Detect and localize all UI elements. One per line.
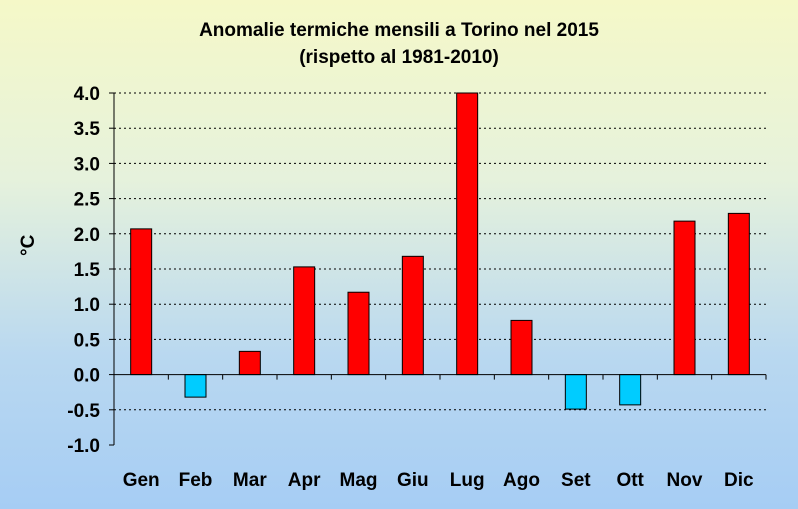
bar-set xyxy=(564,374,587,410)
y-tick-label: -1.0 xyxy=(67,436,100,457)
y-tick-label: 2.0 xyxy=(74,225,100,246)
y-tick-label: 0.5 xyxy=(74,330,101,351)
x-tick-label: Mag xyxy=(340,470,378,491)
x-tick-label: Apr xyxy=(288,470,321,491)
y-tick-label: 2.5 xyxy=(74,190,101,211)
x-tick-label: Gen xyxy=(123,470,160,491)
chart-subtitle: (rispetto al 1981-2010) xyxy=(299,47,499,68)
bar-apr xyxy=(293,266,316,376)
y-tick-label: 4.0 xyxy=(74,84,100,105)
x-tick-label: Set xyxy=(561,470,591,491)
bar-ago xyxy=(510,319,533,376)
bar-ott xyxy=(619,374,642,406)
y-tick-label: 0.0 xyxy=(74,366,100,387)
x-tick-label: Giu xyxy=(397,470,429,491)
x-tick-label: Lug xyxy=(450,470,485,491)
bar-dic xyxy=(727,212,750,376)
x-tick-label: Dic xyxy=(724,470,754,491)
bar-mag xyxy=(347,291,370,376)
y-tick-label: 1.0 xyxy=(74,295,100,316)
bar-gen xyxy=(130,228,153,376)
bar-feb xyxy=(184,374,207,398)
bar-giu xyxy=(401,255,424,376)
chart-title: Anomalie termiche mensili a Torino nel 2… xyxy=(199,20,599,41)
y-tick-label: -0.5 xyxy=(67,401,100,422)
x-tick-label: Feb xyxy=(179,470,213,491)
bar-mar xyxy=(238,350,261,376)
x-tick-label: Nov xyxy=(667,470,703,491)
y-tick-label: 3.0 xyxy=(74,154,100,175)
x-tick-label: Ago xyxy=(503,470,540,491)
y-tick-label: 1.5 xyxy=(74,260,101,281)
bar-nov xyxy=(673,220,696,376)
bar-lug xyxy=(456,92,479,376)
x-tick-label: Mar xyxy=(233,470,267,491)
y-tick-label: 3.5 xyxy=(74,119,101,140)
x-tick-label: Ott xyxy=(616,470,644,491)
